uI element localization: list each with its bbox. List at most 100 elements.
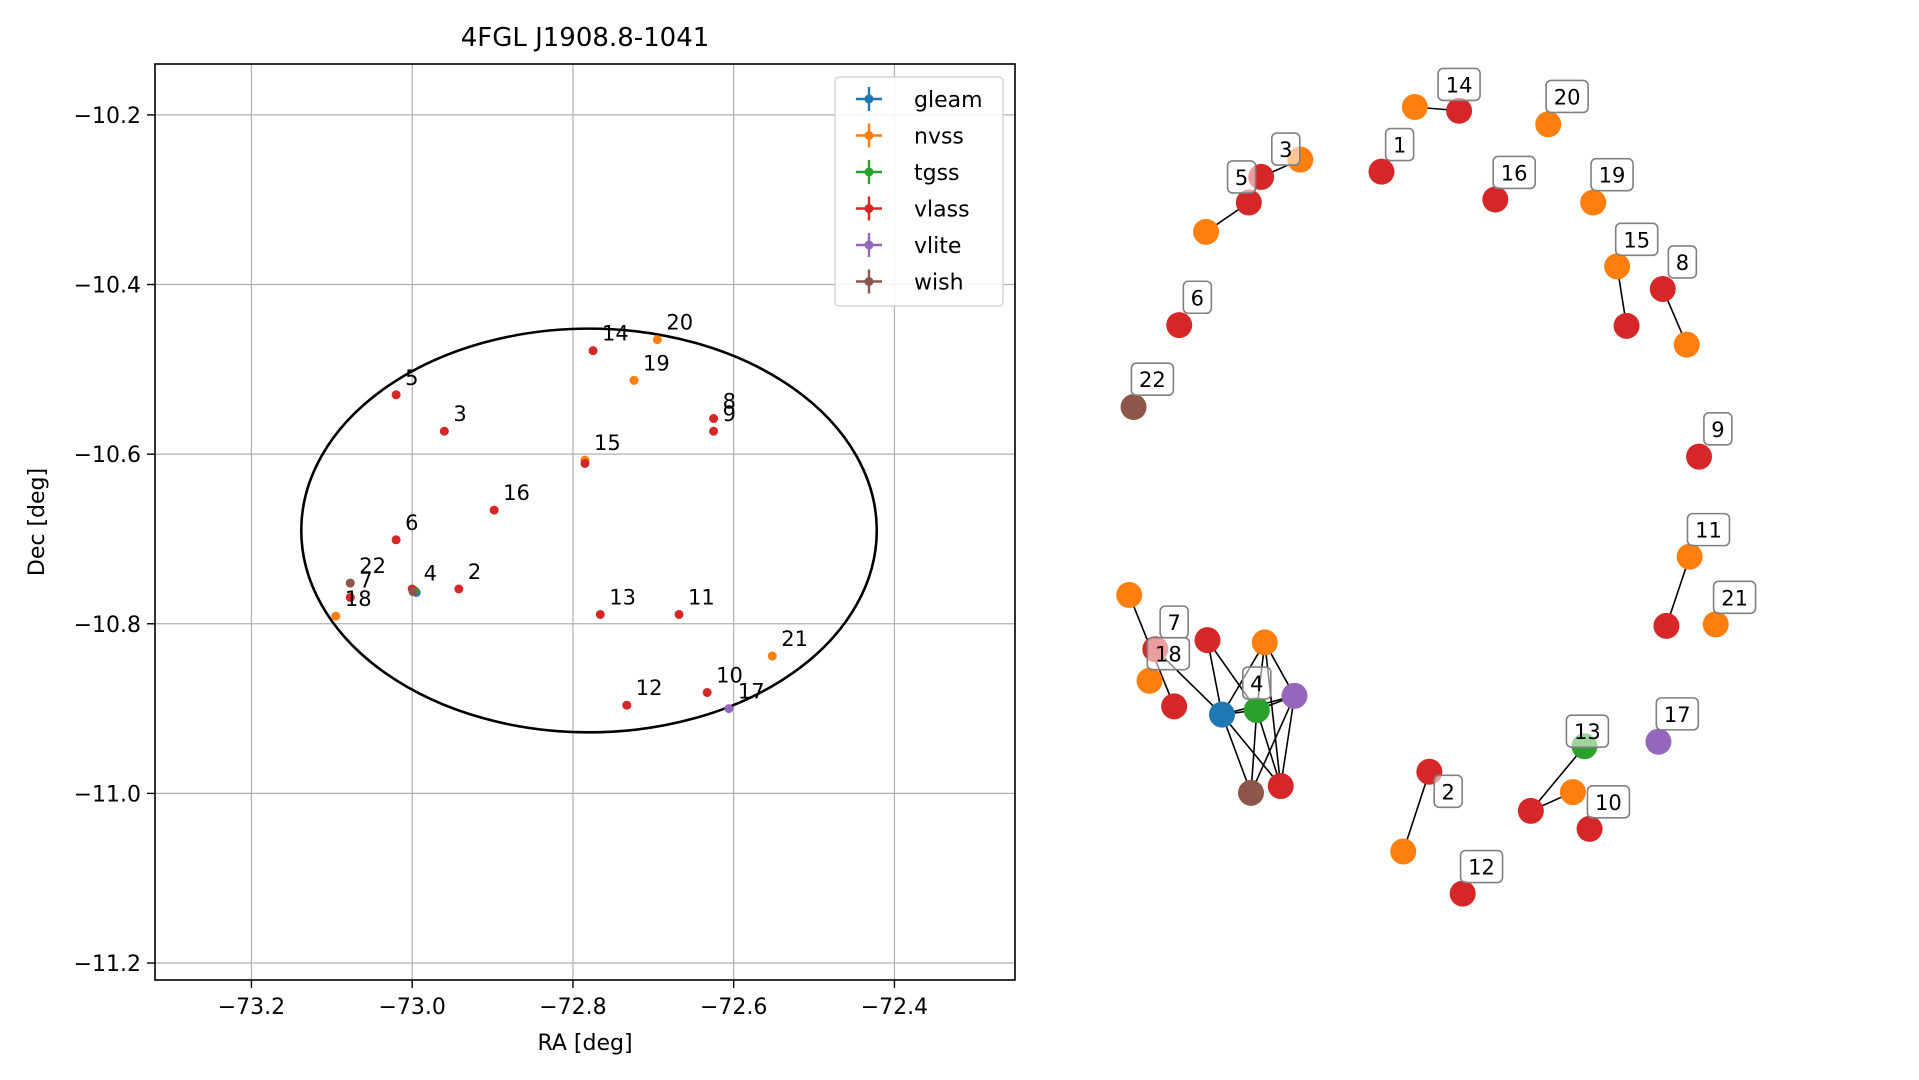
network-node-gleam — [1209, 701, 1235, 728]
network-node-label: 14 — [1437, 67, 1481, 102]
x-tick-label: −73.0 — [378, 995, 445, 1020]
legend-label: tgss — [914, 161, 960, 186]
network-node-label: 1 — [1384, 127, 1415, 162]
label-box — [1712, 580, 1757, 615]
y-tick-label: −10.4 — [74, 274, 141, 299]
network-node-label: 5 — [1226, 160, 1257, 194]
network-node-label: 8 — [1667, 245, 1698, 279]
label-text: 14 — [1446, 73, 1473, 97]
network-node-vlass — [1613, 312, 1640, 339]
legend-item-wish: wish — [856, 269, 964, 296]
y-tick-label: −10.2 — [74, 104, 141, 129]
point-annotation: 4 — [424, 562, 437, 586]
network-node-vlass — [1194, 627, 1221, 654]
network-node-label: 6 — [1182, 280, 1213, 315]
network-node-label: 10 — [1586, 785, 1631, 819]
label-box — [1703, 412, 1733, 446]
network-node-vlass — [1166, 312, 1193, 339]
point-nvss — [767, 651, 777, 661]
network-node-label: 22 — [1130, 362, 1175, 397]
x-tick-label: −73.2 — [218, 995, 285, 1020]
label-box — [1130, 362, 1175, 397]
point-vlass — [454, 584, 464, 594]
network-node-vlite — [1281, 682, 1308, 709]
label-text: 17 — [1664, 703, 1691, 727]
label-box — [1182, 280, 1213, 315]
network-node-label: 15 — [1614, 222, 1659, 257]
network-node-vlass — [1446, 97, 1473, 124]
point-annotation: 15 — [594, 431, 621, 455]
label-box — [1655, 697, 1700, 731]
network-edge — [1250, 695, 1296, 794]
point-annotation: 13 — [609, 585, 636, 609]
point-annotation: 22 — [359, 554, 386, 578]
point-vlass — [702, 687, 712, 697]
point-vlass — [489, 505, 499, 515]
label-text: 15 — [1623, 228, 1650, 252]
network-node-nvss — [1136, 667, 1163, 694]
label-box — [1590, 157, 1634, 192]
network-edge — [1256, 709, 1282, 787]
label-box — [1146, 636, 1191, 671]
network-node-label: 18 — [1146, 636, 1191, 671]
network-node-vlass — [1576, 815, 1603, 842]
label-text: 20 — [1554, 85, 1581, 109]
uncertainty-ellipse — [299, 327, 879, 734]
network-node-vlass — [1517, 797, 1544, 824]
x-tick-label: −72.6 — [700, 995, 767, 1020]
label-text: 10 — [1595, 791, 1622, 815]
network-node-nvss — [1401, 94, 1428, 120]
network-node-vlass — [1653, 612, 1680, 639]
point-annotation: 16 — [503, 481, 530, 505]
point-vlass — [391, 535, 401, 545]
label-text: 12 — [1468, 856, 1495, 880]
point-annotation: 10 — [716, 663, 743, 687]
point-annotation: 18 — [345, 587, 372, 611]
label-text: 3 — [1279, 138, 1292, 162]
label-text: 21 — [1721, 586, 1748, 610]
label-box — [1459, 849, 1504, 884]
y-axis-ticks: −10.2 −10.4 −10.6 −10.8 −11.0 −11.2 — [74, 104, 155, 977]
point-nvss — [331, 611, 341, 621]
network-node-nvss — [1676, 543, 1703, 570]
point-annotation: 9 — [723, 402, 736, 426]
network-node-label: 2 — [1433, 774, 1463, 809]
network-edge — [1263, 642, 1282, 787]
network-edge — [1250, 710, 1258, 793]
uncertainty-ellipse-layer — [299, 327, 879, 734]
label-box — [1384, 127, 1415, 162]
legend-item-gleam: gleam — [856, 87, 983, 113]
point-annotation: 21 — [781, 627, 808, 651]
x-tick-label: −72.8 — [539, 995, 606, 1020]
network-node-label: 16 — [1492, 155, 1536, 190]
network-edge — [1279, 695, 1296, 787]
label-text: 5 — [1235, 166, 1248, 190]
network-node-vlass — [1235, 189, 1262, 216]
network-node-vlass — [1649, 275, 1676, 302]
x-axis-ticks: −73.2 −73.0 −72.8 −72.6 −72.4 — [218, 980, 928, 1020]
point-annotation: 20 — [666, 311, 693, 335]
network-node-wish — [1238, 779, 1264, 806]
point-wish — [408, 587, 418, 597]
point-annotation: 2 — [468, 560, 481, 584]
label-box — [1437, 67, 1481, 102]
network-node-label: 3 — [1271, 132, 1301, 166]
point-annotation: 5 — [405, 366, 418, 390]
y-tick-label: −10.8 — [74, 613, 141, 638]
legend-box — [834, 76, 1004, 307]
legend-item-nvss: nvss — [856, 123, 964, 150]
point-vlass — [439, 426, 449, 436]
network-node-label: 12 — [1459, 849, 1504, 884]
point-annotation: 7 — [359, 568, 372, 592]
point-vlass — [709, 414, 719, 424]
network-node-tgss — [1243, 697, 1270, 724]
point-annotation: 12 — [636, 676, 663, 700]
label-box — [1667, 245, 1698, 279]
network-node-nvss — [1604, 253, 1631, 280]
label-text: 9 — [1711, 418, 1724, 442]
legend-label: vlite — [914, 234, 961, 259]
point-annotation: 14 — [602, 322, 629, 346]
point-vlass — [674, 609, 684, 619]
network-edge — [1221, 714, 1252, 794]
